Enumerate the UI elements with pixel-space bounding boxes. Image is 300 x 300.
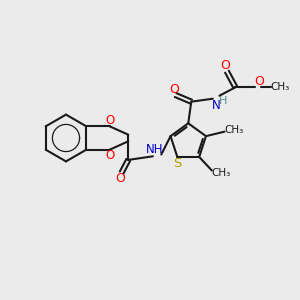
Text: O: O <box>105 114 115 128</box>
Text: CH₃: CH₃ <box>271 82 290 92</box>
Text: O: O <box>254 75 264 88</box>
Text: O: O <box>220 59 230 72</box>
Text: O: O <box>169 82 179 96</box>
Text: O: O <box>105 148 115 162</box>
Text: S: S <box>173 157 182 170</box>
Text: NH: NH <box>146 143 163 156</box>
Text: CH₃: CH₃ <box>224 125 244 135</box>
Text: O: O <box>116 172 125 185</box>
Text: CH₃: CH₃ <box>212 168 231 178</box>
Text: H: H <box>219 96 228 106</box>
Text: N: N <box>212 99 221 112</box>
